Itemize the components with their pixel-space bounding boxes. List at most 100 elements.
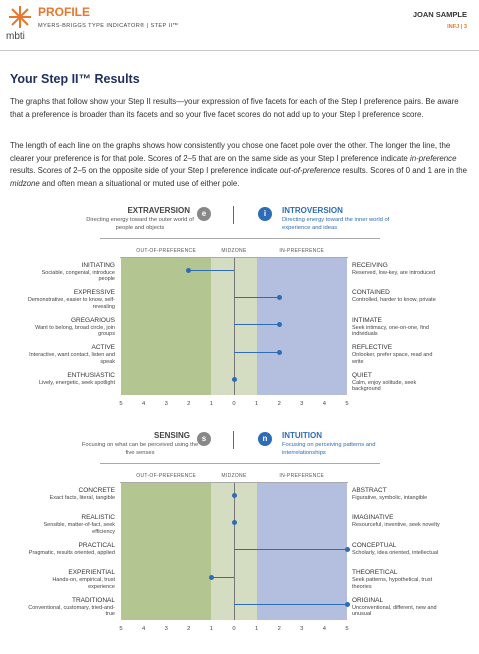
x-tick-label: 5 [119,401,123,407]
zone [256,258,347,395]
score-line [188,269,234,271]
left-pole-letter: e [197,207,211,221]
score-line [234,604,347,606]
x-tick-label: 1 [254,626,259,632]
x-tick-label: 5 [119,626,123,632]
facet-right-description: Controlled, harder to know, private [352,297,436,304]
facet-right-name: RECEIVING [352,262,388,269]
paragraph-text: in-preference [410,153,457,163]
header-rule [100,238,380,239]
center-line [233,483,235,620]
header-rule [100,463,380,464]
x-tick-label: 3 [164,401,168,407]
facet-left-description: Conventional, customary, tried-and-true [28,604,115,617]
facet-left-name: INITIATING [81,262,115,269]
zone-label: MIDZONE [221,248,247,254]
facet-right-description: Seek patterns, hypothetical, trust theor… [352,577,433,590]
facet-left-description: Want to belong, broad circle, join group… [35,324,115,338]
x-tick-label: 1 [254,401,259,407]
zone-rule [120,482,348,483]
facet-left-description: Exact facts, literal, tangible [49,495,115,501]
facet-right-name: CONCEPTUAL [352,541,397,549]
score-dot [231,519,237,525]
facet-right-description: Calm, enjoy solitude, seek background [352,379,417,392]
left-pole-description: Focusing on what can be perceived using … [81,442,199,456]
score-line [234,549,347,551]
score-dot [276,349,282,355]
zone-label: IN-PREFERENCE [279,248,325,254]
logo-icon [9,6,31,28]
zone-label: MIDZONE [221,473,247,479]
zone-label: OUT-OF-PREFERENCE [136,248,197,254]
score-line [234,296,280,298]
score-dot [231,492,237,498]
left-pole-letter: s [197,432,211,446]
facet-right-description: Resourceful, inventive, seek novelty [352,522,440,529]
left-pole-name: SENSING [153,431,190,440]
facet-left-name: TRADITIONAL [72,596,115,604]
left-pole-description: Directing energy toward the outer world … [86,217,194,231]
score-dot [344,547,350,553]
x-tick-label: 4 [322,401,326,407]
facet-right-description: Unconventional, different, new and unusu… [352,604,437,617]
score-line [234,351,280,353]
facet-right-name: IMAGINATIVE [352,514,394,522]
x-tick-label: 4 [141,626,146,632]
x-tick-label: 4 [322,626,326,632]
x-tick-label: 2 [187,626,191,632]
facet-left-description: Pragmatic, results oriented, applied [28,549,115,556]
client-name: JOAN SAMPLE [412,10,467,19]
paragraph-text: midzone [10,178,40,188]
facet-left-description: Sociable, congenial, introduce people [41,270,115,283]
zone [256,483,347,620]
header-subtitle: MYERS-BRIGGS TYPE INDICATOR® | STEP II™ [38,23,179,29]
score-dot [276,322,282,328]
facet-left-name: EXPERIENTIAL [68,569,115,577]
center-line [233,258,235,395]
facet-left-description: Interactive, want contact, listen and sp… [29,352,115,365]
zone-label: OUT-OF-PREFERENCE [136,473,197,479]
paragraph-text: The graphs that follow show your Step II… [10,97,459,119]
zone [121,258,212,395]
facet-left-description: Hands-on, empirical, trust experience [52,577,115,590]
brand: mbti [6,31,25,42]
score-dot [276,294,282,300]
right-pole-description: Directing energy toward the inner world … [282,217,390,231]
facet-left-name: GREGARIOUS [70,316,115,324]
facet-right-name: ABSTRACT [352,487,387,494]
zone [121,483,212,620]
right-pole-letter: n [258,432,272,446]
facet-right-name: CONTAINED [352,289,390,297]
x-tick-label: 0 [232,626,236,632]
score-dot [208,574,214,580]
x-tick-label: 2 [277,626,281,632]
x-tick-label: 2 [277,401,281,407]
paragraph-text: and often mean a situational or muted us… [39,178,240,188]
zone-rule [120,257,348,258]
header-title: PROFILE [38,5,91,19]
score-dot [344,602,350,608]
facet-left-name: PRACTICAL [78,541,115,549]
score-dot [186,267,192,273]
page-title: Your Step II™ Results [10,72,140,86]
facet-right-description: Seek intimacy, one-on-one, find individu… [352,324,429,338]
score-line [234,324,280,326]
paragraph-text: The length of each line on the graphs sh… [10,141,451,163]
x-tick-label: 1 [209,401,213,407]
x-tick-label: 3 [300,401,304,407]
facet-right-name: ORIGINAL [352,596,384,604]
facet-left-name: CONCRETE [78,487,115,494]
x-tick-label: 3 [164,626,168,632]
client-type: INFJ | 3 [447,24,467,30]
paragraph: The graphs that follow show your Step II… [10,96,472,121]
score-line [211,576,234,578]
zone-label: IN-PREFERENCE [279,473,325,479]
right-pole-name: INTUITION [282,431,322,440]
x-tick-label: 5 [345,401,349,407]
left-pole-name: EXTRAVERSION [127,206,190,215]
facet-right-description: Onlooker, prefer space, read and write [352,352,433,365]
pole-divider [233,431,234,449]
facet-left-name: ACTIVE [91,344,115,352]
facet-left-description: Lively, energetic, seek spotlight [38,379,115,386]
